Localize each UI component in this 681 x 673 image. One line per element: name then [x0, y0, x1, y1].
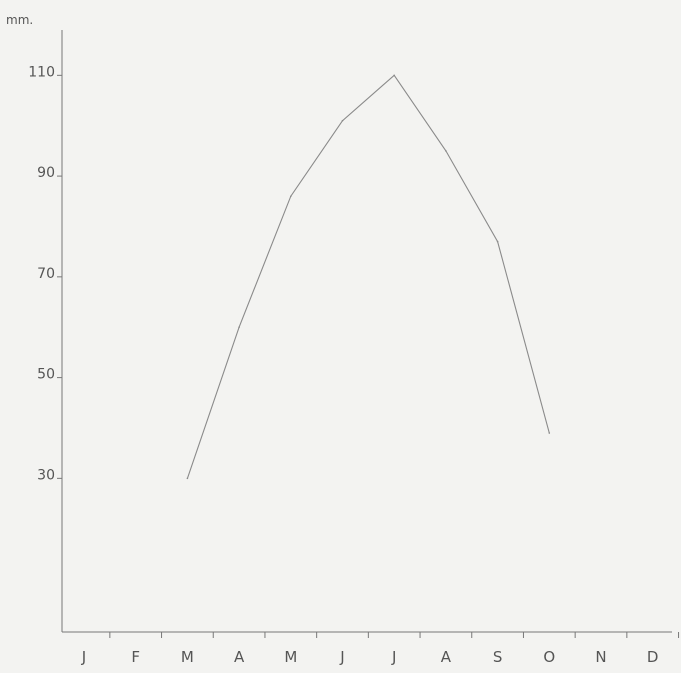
x-tick-label: A [234, 648, 245, 666]
data-point [445, 150, 447, 152]
x-tick-label: J [81, 648, 86, 666]
x-tick-label: S [493, 648, 503, 666]
x-tick-label: J [391, 648, 396, 666]
x-tick-label: J [339, 648, 344, 666]
y-axis-ticks: 110 90 70 50 30 [28, 64, 62, 483]
data-point [290, 195, 292, 198]
y-tick-label: 30 [37, 467, 55, 483]
x-tick-label: M [284, 648, 297, 666]
data-point [238, 326, 240, 329]
y-tick-label: 50 [37, 367, 55, 383]
x-tick-label: N [595, 648, 606, 666]
x-tick-label: D [647, 648, 659, 666]
x-tick-label: A [441, 648, 452, 666]
data-point [186, 477, 189, 480]
y-axis-unit-label: mm. [6, 13, 33, 27]
x-tick-label: O [543, 648, 555, 666]
data-point [341, 119, 344, 122]
series-line [186, 74, 550, 479]
data-point [393, 74, 396, 77]
y-tick-label: 70 [37, 266, 55, 282]
y-tick-label: 110 [28, 64, 55, 80]
data-point [496, 240, 499, 243]
y-tick-label: 90 [37, 165, 55, 181]
data-point [548, 432, 551, 434]
series-points [186, 74, 551, 480]
x-tick-label: M [181, 648, 194, 666]
x-tick-label: F [131, 648, 140, 666]
